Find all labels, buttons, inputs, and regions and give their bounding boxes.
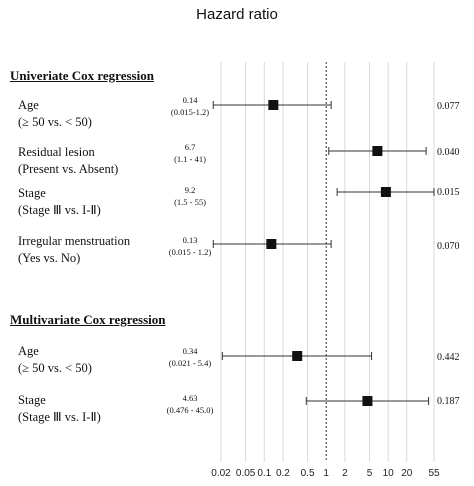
row-label-name: Irregular menstruation [18, 234, 131, 248]
hr-ci-label: 4.63 (0.476 - 45.0) [155, 392, 225, 416]
hr-value: 9.2 [184, 185, 196, 195]
hr-ci-label: 0.34 (0.021 - 5.4) [155, 345, 225, 369]
hr-point [292, 351, 303, 361]
hr-point [380, 187, 391, 197]
ci-range: (0.015 - 1.2) [168, 247, 212, 257]
x-tick-label: 0.2 [276, 468, 290, 479]
x-tick-label: 0.02 [211, 468, 231, 479]
x-tick-label: 20 [401, 468, 413, 479]
hr-ci-label: 9.2 (1.5 - 55) [155, 184, 225, 208]
row-label-name: Age [18, 98, 39, 112]
row-label: Age (≥ 50 vs. < 50) [18, 97, 92, 131]
hr-value: 4.63 [182, 393, 198, 403]
row-label-name: Stage [18, 393, 46, 407]
x-tick-label: 5 [367, 468, 373, 479]
p-value: 0.077 [437, 101, 460, 112]
p-value: 0.040 [437, 147, 460, 158]
x-tick-label: 55 [428, 468, 440, 479]
hr-value: 0.14 [182, 95, 198, 105]
ci-range: (0.021 - 5.4) [168, 358, 212, 368]
hr-ci-label: 0.13 (0.015 - 1.2) [155, 234, 225, 258]
chart-title: Hazard ratio [196, 6, 278, 23]
row-label: Age (≥ 50 vs. < 50) [18, 343, 92, 377]
section-title-univariate: Univeriate Cox regression [10, 68, 154, 83]
row-label-comparison: (Stage Ⅲ vs. I-Ⅱ) [18, 203, 101, 217]
hr-ci-label: 0.14 (0.015-1.2) [155, 94, 225, 118]
x-tick-label: 0.5 [301, 468, 315, 479]
row-label-comparison: (≥ 50 vs. < 50) [18, 115, 92, 129]
row-label: Residual lesion (Present vs. Absent) [18, 144, 118, 178]
hr-value: 0.13 [182, 235, 198, 245]
section-title-multivariate: Multivariate Cox regression [10, 312, 166, 327]
hr-ci-label: 6.7 (1.1 - 41) [155, 141, 225, 165]
p-value: 0.442 [437, 352, 460, 363]
hr-point [266, 239, 277, 249]
hr-value: 6.7 [184, 142, 196, 152]
x-tick-label: 0.05 [236, 468, 256, 479]
row-label-comparison: (Yes vs. No) [18, 251, 81, 265]
ci-range: (0.015-1.2) [170, 107, 210, 117]
row-label-name: Stage [18, 186, 46, 200]
hr-point [372, 146, 383, 156]
row-label-name: Residual lesion [18, 145, 95, 159]
row-label: Irregular menstruation (Yes vs. No) [18, 233, 130, 267]
x-tick-label: 10 [383, 468, 395, 479]
ci-range: (1.1 - 41) [174, 154, 206, 164]
p-value: 0.187 [437, 396, 460, 407]
ci-range: (1.5 - 55) [174, 197, 206, 207]
p-value: 0.015 [437, 187, 460, 198]
ci-range: (0.476 - 45.0) [166, 405, 214, 415]
x-tick-label: 1 [323, 468, 329, 479]
row-label: Stage (Stage Ⅲ vs. I-Ⅱ) [18, 392, 101, 426]
row-label-comparison: (Present vs. Absent) [18, 162, 119, 176]
x-tick-label: 0.1 [257, 468, 271, 479]
x-tick-label: 2 [342, 468, 348, 479]
hr-point [362, 396, 373, 406]
hr-value: 0.34 [182, 346, 198, 356]
hr-point [268, 100, 279, 110]
row-label-name: Age [18, 344, 39, 358]
row-label: Stage (Stage Ⅲ vs. I-Ⅱ) [18, 185, 101, 219]
p-value: 0.070 [437, 241, 460, 252]
row-label-comparison: (Stage Ⅲ vs. I-Ⅱ) [18, 410, 101, 424]
row-label-comparison: (≥ 50 vs. < 50) [18, 361, 92, 375]
